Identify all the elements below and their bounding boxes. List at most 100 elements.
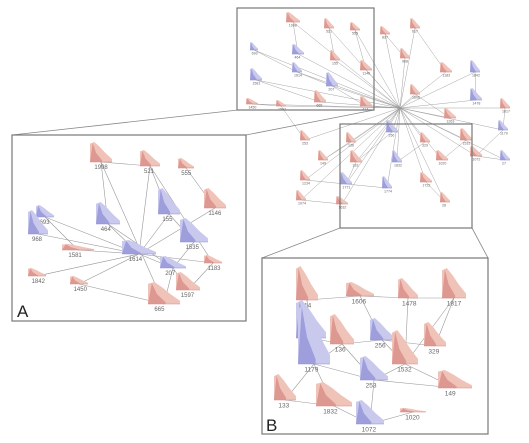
overview-node-617: 617 (410, 18, 420, 34)
panel-b-node-136-spike (330, 315, 344, 344)
overview-node-253: 253 (300, 130, 310, 146)
callout-b-right-line (471, 227, 489, 259)
overview-edge (399, 27, 416, 109)
overview-node-155-spike (330, 50, 336, 60)
overview-node-693: 693 (250, 42, 258, 56)
panel-b-node-1478-spike (398, 279, 409, 298)
callout-a-right-line (245, 109, 375, 136)
panel-b-node-1179-spike (298, 307, 316, 364)
overview-node-1020-spike (436, 150, 443, 160)
panel-b-node-1532-spike (392, 331, 407, 364)
overview-node-1074-spike (296, 190, 302, 200)
panel-b-node-253-spike (360, 357, 376, 380)
overview-node-665: 665 (314, 90, 326, 108)
panel-b-node-329-label: 329 (428, 349, 439, 356)
overview-node-1998: 1998 (286, 12, 300, 28)
panel-a-node-207-label: 207 (165, 271, 176, 277)
panel-b-node-256-label: 256 (375, 343, 386, 350)
overview-node-1263-spike (444, 108, 451, 118)
overview-node-555: 555 (350, 22, 360, 36)
overview-edge (399, 107, 506, 161)
panel-a-node-1146: 1146 (204, 188, 226, 217)
overview-node-1234: 1234 (300, 170, 310, 186)
overview-node-555-label: 555 (352, 32, 358, 36)
overview-node-136: 136 (346, 132, 356, 148)
overview-node-464: 464 (292, 44, 304, 60)
overview-edge (280, 105, 401, 109)
overview-node-617-label: 617 (412, 30, 418, 34)
overview-edge (396, 141, 426, 163)
panel-b-node-133: 133 (274, 374, 296, 410)
overview-node-329: 329 (420, 132, 430, 148)
overview-node-1832-spike (392, 150, 398, 162)
overview-node-27-label: 27 (502, 162, 506, 166)
panel-a-node-1998-spike (90, 143, 103, 162)
panel-a-node-1581-label: 1581 (68, 253, 82, 259)
overview-node-521-spike (324, 18, 330, 28)
overview-node-1179-spike (498, 120, 504, 130)
overview-node-1632-spike (336, 196, 343, 204)
panel-a-edge (149, 165, 214, 264)
overview-edge (322, 107, 401, 161)
overview-node-28-spike (440, 192, 446, 202)
panel-b-node-253: 253 (360, 356, 388, 390)
overview-node-329-label: 329 (422, 144, 428, 148)
panel-b: 4141606147818171263136256329153211792531… (261, 257, 489, 435)
panel-a-node-555-spike (178, 158, 187, 168)
overview-node-207-label: 207 (328, 88, 334, 92)
overview-node-1614-label: 1614 (294, 74, 302, 78)
overview-node-1774-label: 1774 (384, 190, 392, 194)
panel-a-nodes: 1998 521 555 693 464 155 1146 968 1581 1614 1535 20… (28, 142, 226, 313)
overview-node-464-label: 464 (294, 56, 300, 60)
overview-node-1020-label: 1020 (438, 162, 446, 166)
overview-node-837-spike (380, 26, 386, 34)
panel-a-node-1581: 1581 (62, 244, 94, 259)
panel-b-node-414-spike (296, 267, 309, 300)
overview-edge (355, 107, 401, 163)
overview-node-1072-label: 1072 (472, 158, 480, 162)
overview-node-207-spike (326, 72, 333, 86)
panel-a-node-693-spike (36, 205, 46, 217)
panel-a-node-1535-label: 1535 (186, 245, 200, 251)
overview-node-1581: 1581 (250, 68, 262, 86)
overview-node-1832-label: 1832 (394, 164, 402, 168)
zoom-region-b-frame (339, 123, 473, 229)
panel-b-letter: B (266, 416, 277, 435)
overview-node-149: 149 (318, 150, 328, 166)
overview-node-1606: 1606 (410, 84, 420, 100)
panel-a-node-155-spike (158, 189, 171, 214)
panel-a-node-1146-label: 1146 (208, 211, 222, 217)
overview-node-256-label: 256 (388, 134, 394, 138)
overview-node-1817-spike (500, 98, 506, 108)
overview-edge (399, 71, 476, 109)
panel-a-node-1450-spike (70, 276, 80, 284)
panel-b-node-1478: 1478 (398, 278, 418, 308)
overview-node-464-spike (292, 44, 299, 54)
panel-b-node-1179-label: 1179 (304, 367, 318, 374)
panel-a-node-207: 207 (160, 256, 186, 277)
panel-b-node-1020: 1020 (400, 408, 426, 422)
overview-edge (322, 141, 352, 161)
overview-edge (331, 85, 401, 109)
overview-edge (251, 103, 401, 109)
panel-a-node-693: 693 (36, 205, 54, 226)
overview-node-968-spike (400, 48, 406, 58)
overview-node-665-spike (314, 90, 321, 102)
overview-node-1581-label: 1581 (252, 82, 260, 86)
overview-nodes: 1998 521 555 837 617 693 464 155 1146 968 1581 1614… (246, 12, 510, 210)
overview-node-1998-spike (286, 12, 294, 22)
panel-b-node-1532: 1532 (392, 330, 418, 374)
overview-node-1183-label: 1183 (442, 74, 450, 78)
panel-b-node-1832: 1832 (316, 382, 352, 416)
overview-edge (334, 59, 401, 109)
overview-edge (386, 107, 401, 189)
overview-node-1998-label: 1998 (289, 24, 297, 28)
overview-node-27-spike (500, 150, 506, 160)
panel-b-node-253-label: 253 (366, 383, 377, 390)
panel-a-node-968: 968 (28, 210, 48, 243)
overview-node-1771-label: 1771 (342, 186, 350, 190)
panel-b-node-136-label: 136 (335, 347, 346, 354)
panel-a-edge (138, 207, 216, 255)
overview-edge (297, 53, 401, 109)
